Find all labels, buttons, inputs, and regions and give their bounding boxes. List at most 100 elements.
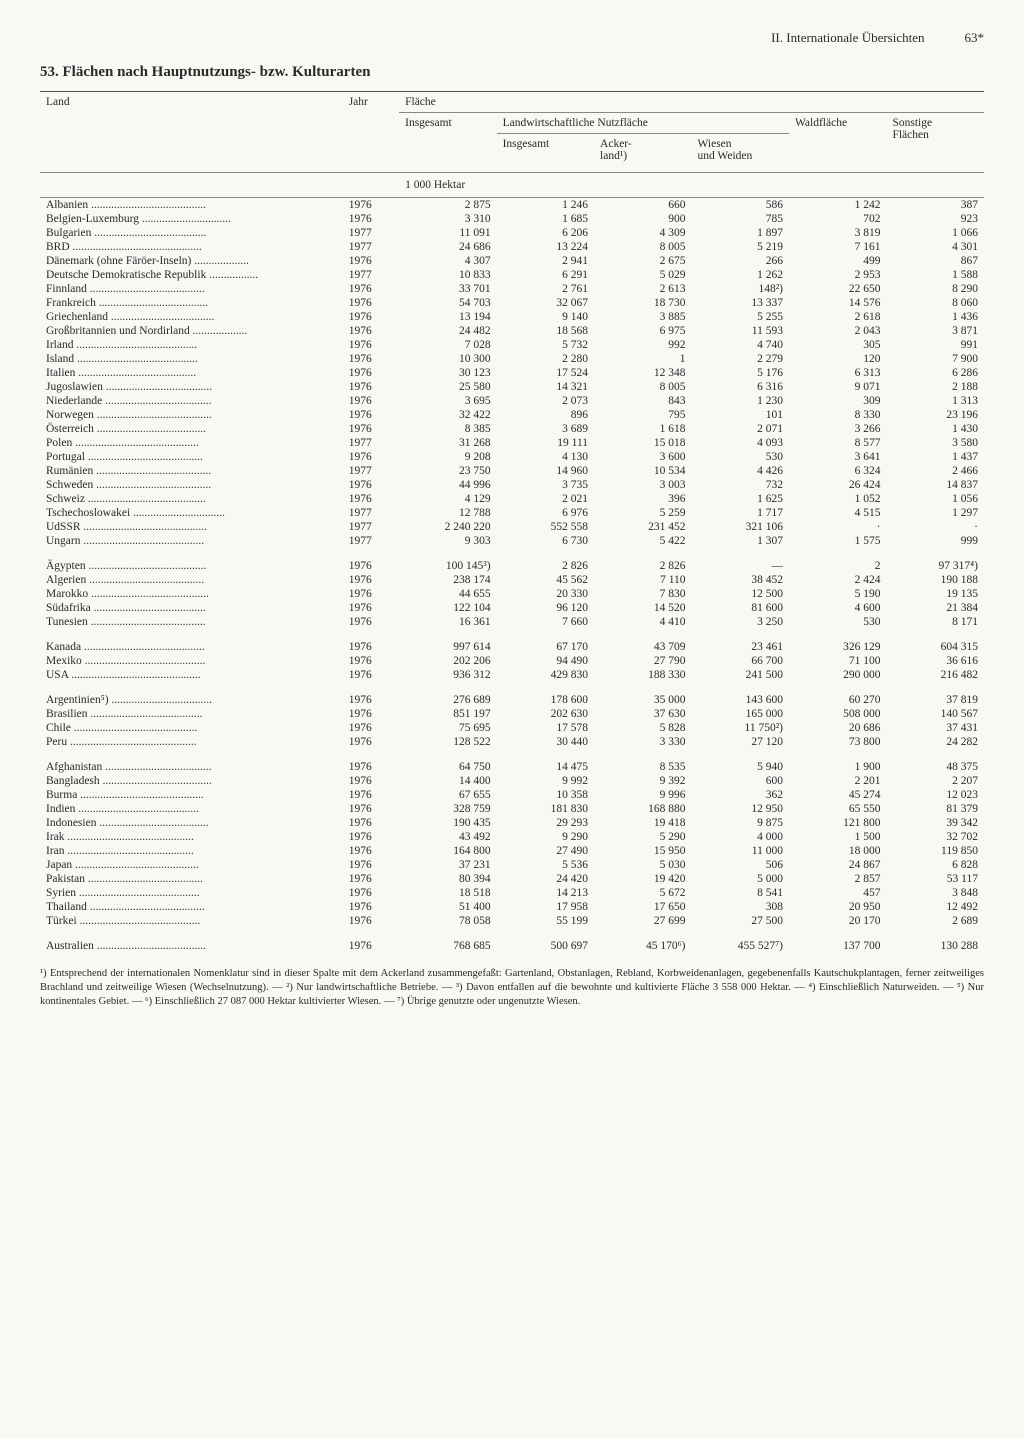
col-insgesamt: Insgesamt: [399, 113, 496, 173]
value-cell: 500 697: [497, 928, 594, 953]
year-cell: 1976: [343, 587, 399, 601]
country-cell: Irak ...................................…: [40, 830, 343, 844]
value-cell: 1 230: [692, 394, 789, 408]
value-cell: 17 650: [594, 900, 691, 914]
country-cell: Burma ..................................…: [40, 788, 343, 802]
value-cell: 5 828: [594, 721, 691, 735]
value-cell: 326 129: [789, 629, 886, 654]
value-cell: 396: [594, 492, 691, 506]
country-cell: Dänemark (ohne Färöer-Inseln) ..........…: [40, 254, 343, 268]
value-cell: 5 940: [692, 749, 789, 774]
value-cell: ·: [886, 520, 984, 534]
year-cell: 1977: [343, 436, 399, 450]
value-cell: 30 440: [497, 735, 594, 749]
value-cell: 20 950: [789, 900, 886, 914]
country-cell: Australien .............................…: [40, 928, 343, 953]
year-cell: 1976: [343, 478, 399, 492]
value-cell: 23 196: [886, 408, 984, 422]
value-cell: 6 206: [497, 226, 594, 240]
value-cell: 97 317⁴): [886, 548, 984, 573]
value-cell: 732: [692, 478, 789, 492]
value-cell: 5 259: [594, 506, 691, 520]
value-cell: 188 330: [594, 668, 691, 682]
value-cell: 27 490: [497, 844, 594, 858]
value-cell: 38 452: [692, 573, 789, 587]
table-header: Land Jahr Fläche Insgesamt Landwirtschaf…: [40, 92, 984, 198]
value-cell: 5 255: [692, 310, 789, 324]
value-cell: 6 291: [497, 268, 594, 282]
value-cell: 2 689: [886, 914, 984, 928]
country-cell: Tunesien ...............................…: [40, 615, 343, 629]
value-cell: 14 213: [497, 886, 594, 900]
value-cell: 121 800: [789, 816, 886, 830]
value-cell: 795: [594, 408, 691, 422]
value-cell: 24 482: [399, 324, 496, 338]
value-cell: 5 000: [692, 872, 789, 886]
table-row: Belgien-Luxemburg ......................…: [40, 212, 984, 226]
value-cell: 6 976: [497, 506, 594, 520]
value-cell: 30 123: [399, 366, 496, 380]
value-cell: 81 379: [886, 802, 984, 816]
value-cell: 9 303: [399, 534, 496, 548]
table-row: BRD ....................................…: [40, 240, 984, 254]
value-cell: 8 577: [789, 436, 886, 450]
value-cell: 143 600: [692, 682, 789, 707]
value-cell: 936 312: [399, 668, 496, 682]
table-row: Jugoslawien ............................…: [40, 380, 984, 394]
value-cell: 20 686: [789, 721, 886, 735]
country-cell: Algerien ...............................…: [40, 573, 343, 587]
value-cell: 164 800: [399, 844, 496, 858]
value-cell: 4 426: [692, 464, 789, 478]
country-cell: Griechenland ...........................…: [40, 310, 343, 324]
value-cell: 702: [789, 212, 886, 226]
table-row: Dänemark (ohne Färöer-Inseln) ..........…: [40, 254, 984, 268]
value-cell: 45 170⁶): [594, 928, 691, 953]
table-row: USA ....................................…: [40, 668, 984, 682]
value-cell: 9 992: [497, 774, 594, 788]
col-wiesen: Wiesen und Weiden: [692, 134, 789, 173]
value-cell: 8 541: [692, 886, 789, 900]
country-cell: Jugoslawien ............................…: [40, 380, 343, 394]
page-number: 63*: [965, 30, 985, 46]
country-cell: Großbritannien und Nordirland ..........…: [40, 324, 343, 338]
value-cell: 586: [692, 198, 789, 213]
value-cell: 1 297: [886, 506, 984, 520]
table-row: Südafrika ..............................…: [40, 601, 984, 615]
country-cell: Irland .................................…: [40, 338, 343, 352]
table-row: Griechenland ...........................…: [40, 310, 984, 324]
value-cell: 1 685: [497, 212, 594, 226]
value-cell: 1 262: [692, 268, 789, 282]
table-row: Japan ..................................…: [40, 858, 984, 872]
year-cell: 1976: [343, 310, 399, 324]
value-cell: 12 500: [692, 587, 789, 601]
value-cell: 999: [886, 534, 984, 548]
value-cell: 73 800: [789, 735, 886, 749]
value-cell: 37 431: [886, 721, 984, 735]
table-row: Albanien ...............................…: [40, 198, 984, 213]
value-cell: 2 826: [497, 548, 594, 573]
country-cell: Japan ..................................…: [40, 858, 343, 872]
col-jahr: Jahr: [343, 92, 399, 173]
country-cell: Finnland ...............................…: [40, 282, 343, 296]
table-row: Thailand ...............................…: [40, 900, 984, 914]
value-cell: 9 290: [497, 830, 594, 844]
value-cell: 506: [692, 858, 789, 872]
value-cell: 266: [692, 254, 789, 268]
value-cell: 10 358: [497, 788, 594, 802]
value-cell: 5 219: [692, 240, 789, 254]
value-cell: 37 231: [399, 858, 496, 872]
country-cell: Norwegen ...............................…: [40, 408, 343, 422]
value-cell: 429 830: [497, 668, 594, 682]
value-cell: 216 482: [886, 668, 984, 682]
year-cell: 1976: [343, 886, 399, 900]
value-cell: 39 342: [886, 816, 984, 830]
table-row: UdSSR ..................................…: [40, 520, 984, 534]
value-cell: 4 130: [497, 450, 594, 464]
value-cell: 8 005: [594, 240, 691, 254]
year-cell: 1976: [343, 366, 399, 380]
value-cell: 130 288: [886, 928, 984, 953]
year-cell: 1976: [343, 914, 399, 928]
value-cell: 202 206: [399, 654, 496, 668]
country-cell: Rumänien ...............................…: [40, 464, 343, 478]
value-cell: 2 826: [594, 548, 691, 573]
